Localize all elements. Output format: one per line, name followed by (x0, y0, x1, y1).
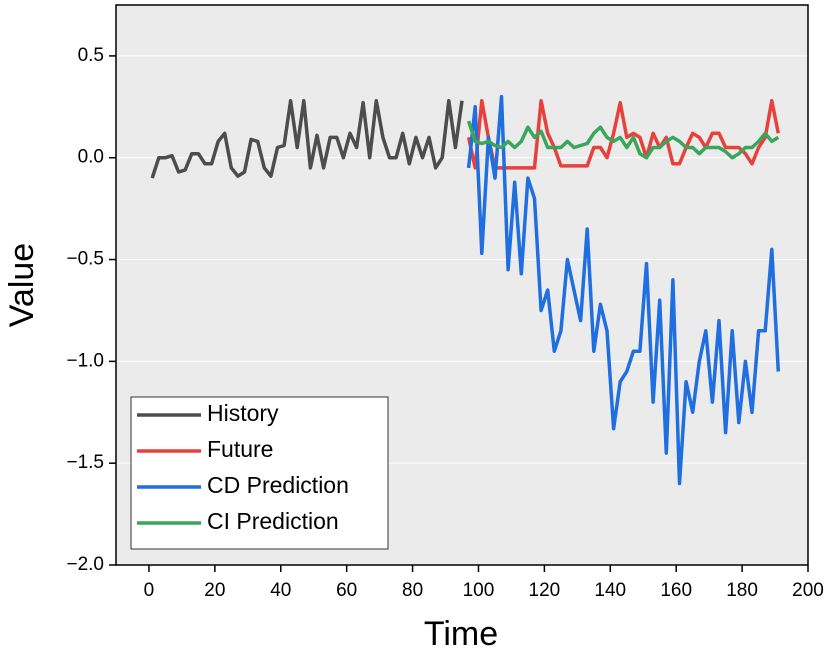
x-tick-label: 160 (660, 580, 692, 601)
legend-label: Future (207, 436, 273, 462)
x-tick-label: 120 (529, 580, 561, 601)
legend-label: History (207, 400, 279, 426)
x-tick-label: 200 (792, 580, 824, 601)
y-tick-label: 0.0 (78, 147, 104, 168)
y-axis-label: Value (3, 243, 41, 327)
x-tick-label: 20 (204, 580, 225, 601)
series-line (466, 98, 781, 170)
y-tick-label: 0.5 (78, 45, 104, 66)
x-tick-label: 80 (402, 580, 423, 601)
legend: History Future CD Prediction CI Prediction (130, 396, 389, 550)
x-tick-label: 100 (463, 580, 495, 601)
legend-label: CI Prediction (207, 508, 339, 534)
x-axis-label: Time (424, 615, 498, 653)
x-tick-label: 40 (270, 580, 291, 601)
y-tick-label: −0.5 (66, 249, 104, 270)
y-tick-label: −1.0 (66, 350, 104, 371)
x-tick-label: 0 (144, 580, 155, 601)
x-tick-label: 140 (594, 580, 626, 601)
y-tick-label: −2.0 (66, 554, 104, 575)
x-tick-label: 60 (336, 580, 357, 601)
y-tick-label: −1.5 (66, 452, 104, 473)
plot-frame (115, 4, 809, 566)
legend-label: CD Prediction (207, 472, 349, 498)
series-line (466, 94, 781, 486)
series-line (150, 98, 464, 179)
x-tick-label: 180 (726, 580, 758, 601)
series-line (466, 120, 780, 160)
